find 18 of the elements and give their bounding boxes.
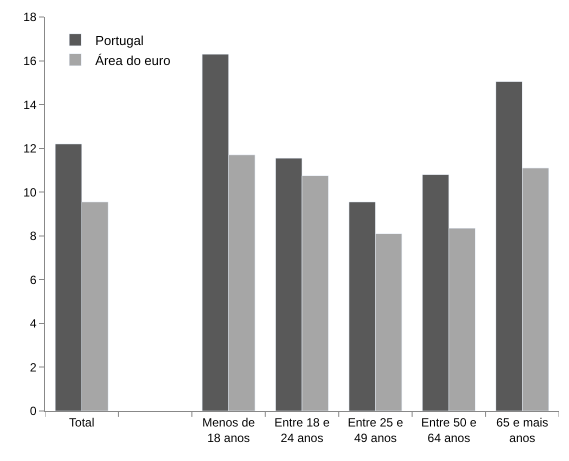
y-tick-label: 4 [30, 316, 37, 331]
x-tick-label: 65 e mais anos [496, 415, 548, 445]
y-tick-label: 16 [23, 54, 37, 68]
y-tick-label: 10 [23, 185, 37, 200]
y-tick-label: 18 [23, 10, 37, 24]
legend-label: Portugal [95, 32, 144, 48]
x-tick-label: Menos de 18 anos [202, 415, 256, 445]
x-tick-label: Entre 50 e 64 anos [421, 415, 477, 445]
x-tick-label: Entre 18 e 24 anos [274, 415, 330, 445]
legend-label: Área do euro [95, 52, 170, 68]
y-tick-label: 2 [30, 360, 37, 374]
x-tick-label: Entre 25 e 49 anos [348, 415, 404, 445]
y-tick-label: 6 [30, 272, 37, 287]
y-tick-label: 0 [30, 404, 37, 418]
y-tick-label: 12 [23, 142, 37, 156]
y-tick-label: 8 [30, 229, 37, 244]
y-tick-label: 14 [23, 98, 37, 112]
x-tick-label: Total [69, 415, 94, 430]
